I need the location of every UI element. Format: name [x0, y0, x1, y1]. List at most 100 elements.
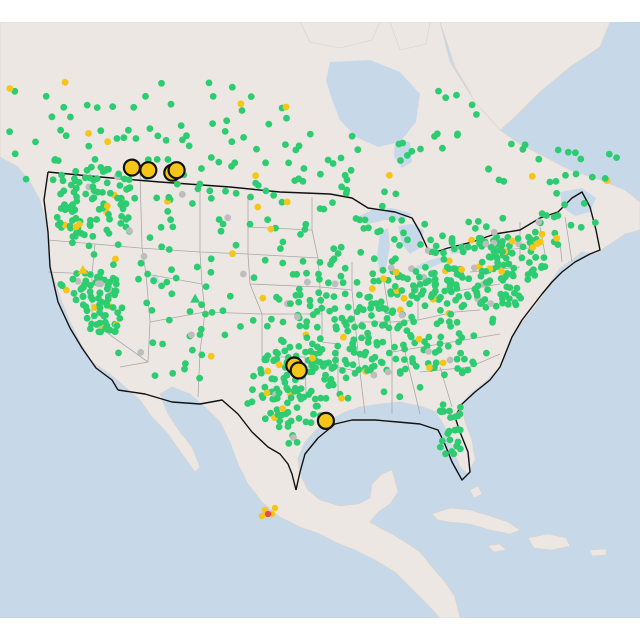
- good-site-marker[interactable]: [89, 296, 96, 303]
- good-site-marker[interactable]: [135, 275, 142, 283]
- good-site-marker[interactable]: [223, 117, 231, 125]
- good-site-marker[interactable]: [358, 322, 366, 330]
- good-site-marker[interactable]: [546, 178, 554, 186]
- moderate-site-marker[interactable]: [263, 389, 271, 397]
- good-site-marker[interactable]: [209, 93, 217, 100]
- good-site-marker[interactable]: [307, 387, 315, 395]
- good-site-marker[interactable]: [264, 216, 271, 224]
- good-site-marker[interactable]: [250, 274, 258, 282]
- good-site-marker[interactable]: [232, 189, 240, 197]
- good-site-marker[interactable]: [448, 239, 456, 247]
- good-site-marker[interactable]: [417, 241, 424, 248]
- good-site-marker[interactable]: [431, 133, 438, 140]
- good-site-marker[interactable]: [477, 235, 485, 242]
- good-site-marker[interactable]: [339, 367, 346, 374]
- good-site-marker[interactable]: [331, 305, 339, 312]
- no-data-site-marker[interactable]: [384, 368, 392, 376]
- good-site-marker[interactable]: [438, 437, 446, 445]
- good-site-marker[interactable]: [453, 91, 460, 99]
- good-site-marker[interactable]: [273, 293, 280, 301]
- good-site-marker[interactable]: [59, 177, 67, 185]
- moderate-site-marker[interactable]: [267, 225, 275, 233]
- good-site-marker[interactable]: [162, 136, 170, 144]
- good-site-marker[interactable]: [97, 268, 105, 276]
- good-site-marker[interactable]: [366, 293, 374, 301]
- good-site-marker[interactable]: [421, 338, 428, 345]
- good-site-marker[interactable]: [221, 128, 229, 135]
- good-site-marker[interactable]: [79, 293, 87, 301]
- good-site-marker[interactable]: [416, 383, 424, 391]
- good-site-marker[interactable]: [71, 233, 79, 240]
- no-data-site-marker[interactable]: [140, 252, 148, 260]
- good-site-marker[interactable]: [353, 308, 361, 316]
- site-markers[interactable]: [6, 78, 620, 520]
- good-site-marker[interactable]: [496, 246, 504, 254]
- good-site-marker[interactable]: [413, 294, 421, 302]
- good-site-marker[interactable]: [88, 320, 95, 328]
- good-site-marker[interactable]: [167, 216, 175, 224]
- good-site-marker[interactable]: [198, 351, 206, 359]
- good-site-marker[interactable]: [299, 177, 307, 185]
- good-site-marker[interactable]: [323, 292, 330, 299]
- good-site-marker[interactable]: [395, 140, 403, 148]
- no-data-site-marker[interactable]: [304, 278, 311, 286]
- moderate-site-marker[interactable]: [254, 203, 262, 211]
- good-site-marker[interactable]: [349, 361, 357, 369]
- good-site-marker[interactable]: [284, 423, 292, 430]
- good-site-marker[interactable]: [391, 343, 398, 351]
- good-site-marker[interactable]: [151, 372, 159, 379]
- highlighted-site-marker-4[interactable]: [167, 161, 186, 180]
- good-site-marker[interactable]: [491, 247, 498, 254]
- good-site-marker[interactable]: [352, 215, 360, 222]
- good-site-marker[interactable]: [103, 179, 111, 187]
- good-site-marker[interactable]: [261, 415, 269, 423]
- good-site-marker[interactable]: [197, 325, 205, 333]
- good-site-marker[interactable]: [142, 92, 149, 100]
- good-site-marker[interactable]: [6, 128, 13, 136]
- good-site-marker[interactable]: [219, 307, 227, 315]
- no-data-site-marker[interactable]: [490, 228, 498, 236]
- good-site-marker[interactable]: [444, 430, 452, 437]
- good-site-marker[interactable]: [500, 177, 508, 185]
- good-site-marker[interactable]: [228, 138, 236, 146]
- good-site-marker[interactable]: [325, 279, 332, 287]
- good-site-marker[interactable]: [69, 239, 76, 247]
- good-site-marker[interactable]: [103, 302, 111, 309]
- good-site-marker[interactable]: [437, 317, 445, 325]
- good-site-marker[interactable]: [69, 217, 76, 224]
- good-site-marker[interactable]: [72, 167, 80, 175]
- good-site-marker[interactable]: [302, 220, 310, 228]
- good-site-marker[interactable]: [317, 394, 325, 402]
- good-site-marker[interactable]: [471, 244, 478, 252]
- good-site-marker[interactable]: [153, 156, 161, 163]
- good-site-marker[interactable]: [143, 299, 151, 307]
- good-site-marker[interactable]: [394, 324, 401, 332]
- good-site-marker[interactable]: [344, 394, 352, 402]
- good-site-marker[interactable]: [91, 156, 99, 163]
- good-site-marker[interactable]: [483, 349, 490, 357]
- moderate-site-marker[interactable]: [368, 285, 376, 293]
- good-site-marker[interactable]: [410, 318, 417, 326]
- good-site-marker[interactable]: [451, 426, 459, 434]
- good-site-marker[interactable]: [196, 180, 204, 188]
- good-site-marker[interactable]: [446, 407, 453, 415]
- good-site-marker[interactable]: [268, 375, 276, 382]
- air-quality-map[interactable]: [0, 22, 640, 618]
- good-site-marker[interactable]: [221, 331, 229, 339]
- good-site-marker[interactable]: [453, 318, 461, 326]
- good-site-marker[interactable]: [158, 79, 165, 87]
- good-site-marker[interactable]: [337, 272, 345, 280]
- good-site-marker[interactable]: [448, 279, 455, 287]
- good-site-marker[interactable]: [182, 360, 189, 367]
- good-site-marker[interactable]: [111, 287, 119, 295]
- good-site-marker[interactable]: [458, 334, 466, 341]
- good-site-marker[interactable]: [208, 309, 216, 316]
- good-site-marker[interactable]: [67, 113, 74, 121]
- good-site-marker[interactable]: [93, 104, 101, 111]
- good-site-marker[interactable]: [158, 282, 166, 290]
- good-site-marker[interactable]: [90, 312, 98, 320]
- good-site-marker[interactable]: [505, 295, 513, 302]
- moderate-site-marker[interactable]: [207, 352, 215, 360]
- good-site-marker[interactable]: [355, 366, 363, 373]
- good-site-marker[interactable]: [316, 275, 323, 283]
